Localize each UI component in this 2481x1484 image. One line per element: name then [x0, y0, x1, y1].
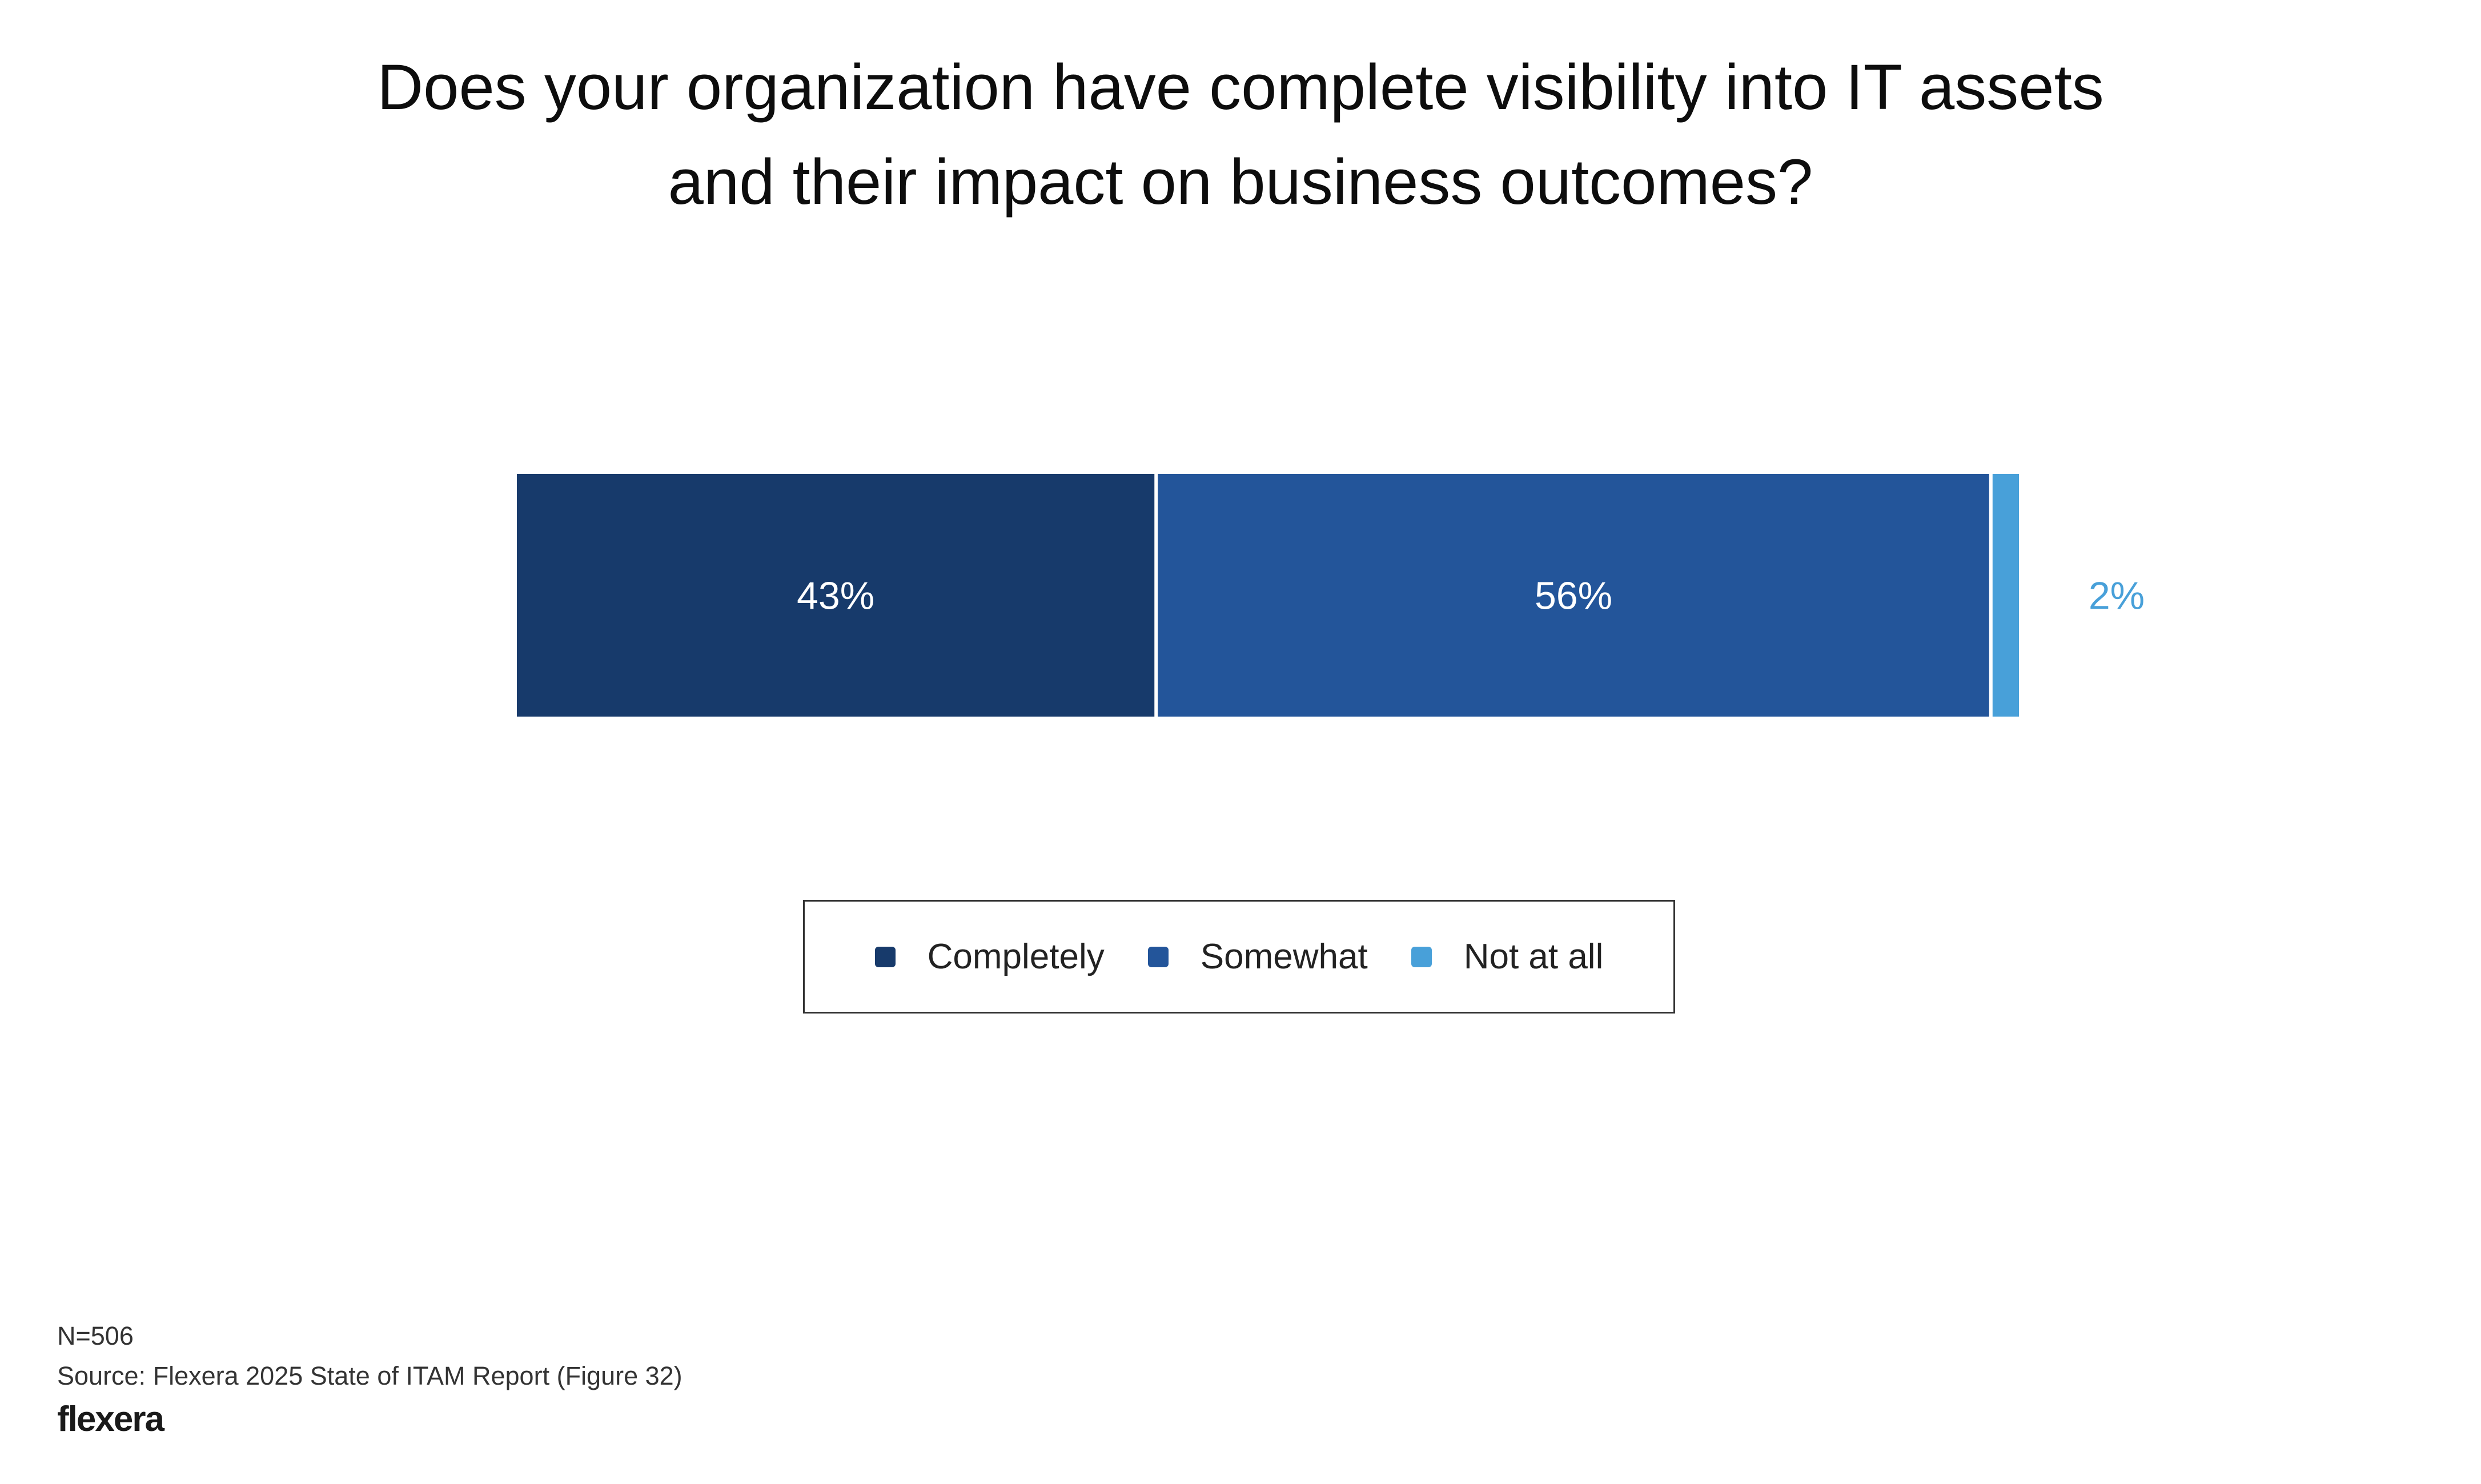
legend: Completely Somewhat Not at all	[803, 900, 1675, 1014]
bar-segment-not-at-all	[1992, 474, 2019, 717]
legend-item-somewhat: Somewhat	[1147, 936, 1368, 977]
legend-label-somewhat: Somewhat	[1200, 937, 1368, 976]
legend-item-not-at-all: Not at all	[1411, 936, 1604, 977]
legend-swatch-not-at-all	[1411, 946, 1432, 967]
data-label-not-at-all: 2%	[2089, 574, 2145, 618]
data-label-completely: 43%	[797, 574, 874, 618]
footer: N=506 Source: Flexera 2025 State of ITAM…	[57, 1316, 683, 1396]
legend-swatch-somewhat	[1147, 946, 1169, 967]
flexera-logo: flexera	[57, 1399, 164, 1439]
legend-label-completely: Completely	[927, 937, 1105, 976]
source-note: Source: Flexera 2025 State of ITAM Repor…	[57, 1361, 683, 1390]
bar-segment-completely	[517, 474, 1155, 717]
bar-segment-somewhat	[1158, 474, 1989, 717]
chart-title: Does your organization have complete vis…	[0, 40, 2481, 230]
sample-size: N=506	[57, 1321, 134, 1350]
data-label-somewhat: 56%	[1535, 574, 1612, 618]
legend-item-completely: Completely	[874, 936, 1105, 977]
legend-label-not-at-all: Not at all	[1463, 937, 1604, 976]
chart-title-line-1: Does your organization have complete vis…	[377, 51, 2104, 123]
legend-swatch-completely	[874, 946, 896, 967]
chart-title-line-2: and their impact on business outcomes?	[668, 146, 1813, 218]
